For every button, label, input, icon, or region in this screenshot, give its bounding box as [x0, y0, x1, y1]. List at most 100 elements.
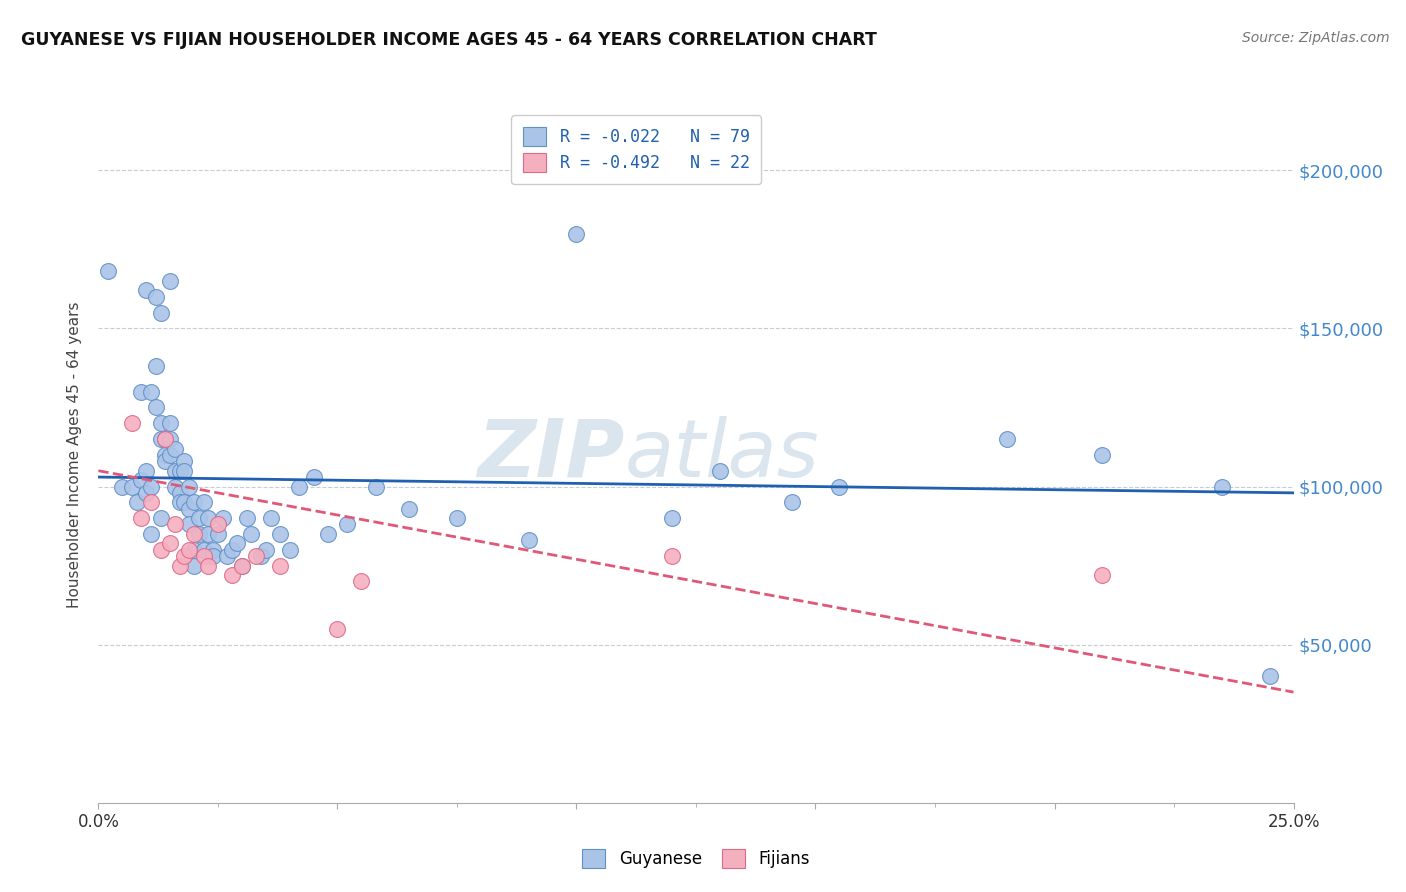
Point — [231, 558, 253, 573]
Point — [179, 501, 201, 516]
Point — [446, 511, 468, 525]
Legend: Guyanese, Fijians: Guyanese, Fijians — [575, 842, 817, 874]
Point — [250, 549, 273, 563]
Point — [193, 542, 215, 557]
Point — [1211, 479, 1233, 493]
Point — [169, 558, 191, 573]
Point — [187, 527, 209, 541]
Point — [163, 517, 186, 532]
Point — [231, 558, 253, 573]
Point — [1091, 448, 1114, 462]
Point — [159, 536, 181, 550]
Point — [173, 464, 195, 478]
Text: GUYANESE VS FIJIAN HOUSEHOLDER INCOME AGES 45 - 64 YEARS CORRELATION CHART: GUYANESE VS FIJIAN HOUSEHOLDER INCOME AG… — [21, 31, 877, 49]
Point — [135, 284, 157, 298]
Point — [139, 384, 162, 399]
Point — [163, 479, 186, 493]
Point — [183, 558, 205, 573]
Point — [149, 511, 172, 525]
Point — [169, 495, 191, 509]
Point — [145, 290, 167, 304]
Point — [245, 549, 267, 563]
Point — [179, 517, 201, 532]
Point — [145, 401, 167, 415]
Point — [1258, 669, 1281, 683]
Point — [202, 549, 225, 563]
Point — [159, 417, 181, 431]
Point — [149, 305, 172, 319]
Y-axis label: Householder Income Ages 45 - 64 years: Householder Income Ages 45 - 64 years — [67, 301, 83, 608]
Point — [145, 359, 167, 374]
Point — [169, 486, 191, 500]
Point — [135, 464, 157, 478]
Text: ZIP: ZIP — [477, 416, 624, 494]
Point — [828, 479, 851, 493]
Point — [288, 479, 311, 493]
Point — [121, 417, 143, 431]
Point — [398, 501, 420, 516]
Point — [121, 479, 143, 493]
Point — [336, 517, 359, 532]
Point — [780, 495, 803, 509]
Point — [159, 432, 181, 446]
Point — [197, 511, 219, 525]
Point — [995, 432, 1018, 446]
Point — [269, 527, 291, 541]
Point — [1091, 568, 1114, 582]
Point — [207, 527, 229, 541]
Text: Source: ZipAtlas.com: Source: ZipAtlas.com — [1241, 31, 1389, 45]
Point — [111, 479, 134, 493]
Point — [661, 549, 683, 563]
Point — [163, 442, 186, 456]
Point — [202, 542, 225, 557]
Point — [259, 511, 281, 525]
Point — [131, 473, 153, 487]
Point — [197, 558, 219, 573]
Point — [155, 432, 177, 446]
Point — [183, 495, 205, 509]
Point — [240, 527, 263, 541]
Point — [149, 542, 172, 557]
Point — [326, 622, 349, 636]
Point — [131, 384, 153, 399]
Point — [278, 542, 301, 557]
Point — [155, 448, 177, 462]
Point — [254, 542, 277, 557]
Point — [159, 448, 181, 462]
Point — [709, 464, 731, 478]
Point — [173, 495, 195, 509]
Point — [183, 527, 205, 541]
Point — [235, 511, 257, 525]
Point — [517, 533, 540, 548]
Point — [173, 549, 195, 563]
Point — [169, 464, 191, 478]
Point — [139, 479, 162, 493]
Point — [163, 464, 186, 478]
Point — [183, 542, 205, 557]
Point — [221, 568, 243, 582]
Point — [661, 511, 683, 525]
Text: atlas: atlas — [624, 416, 820, 494]
Point — [302, 470, 325, 484]
Point — [139, 527, 162, 541]
Point — [211, 511, 233, 525]
Point — [226, 536, 249, 550]
Point — [139, 495, 162, 509]
Point — [149, 432, 172, 446]
Point — [193, 549, 215, 563]
Point — [125, 495, 148, 509]
Point — [364, 479, 387, 493]
Point — [179, 542, 201, 557]
Point — [565, 227, 588, 241]
Point — [135, 486, 157, 500]
Point — [179, 479, 201, 493]
Point — [155, 432, 177, 446]
Point — [173, 454, 195, 468]
Point — [149, 417, 172, 431]
Point — [187, 511, 209, 525]
Point — [97, 264, 120, 278]
Point — [316, 527, 339, 541]
Point — [350, 574, 373, 589]
Point — [155, 454, 177, 468]
Point — [217, 549, 239, 563]
